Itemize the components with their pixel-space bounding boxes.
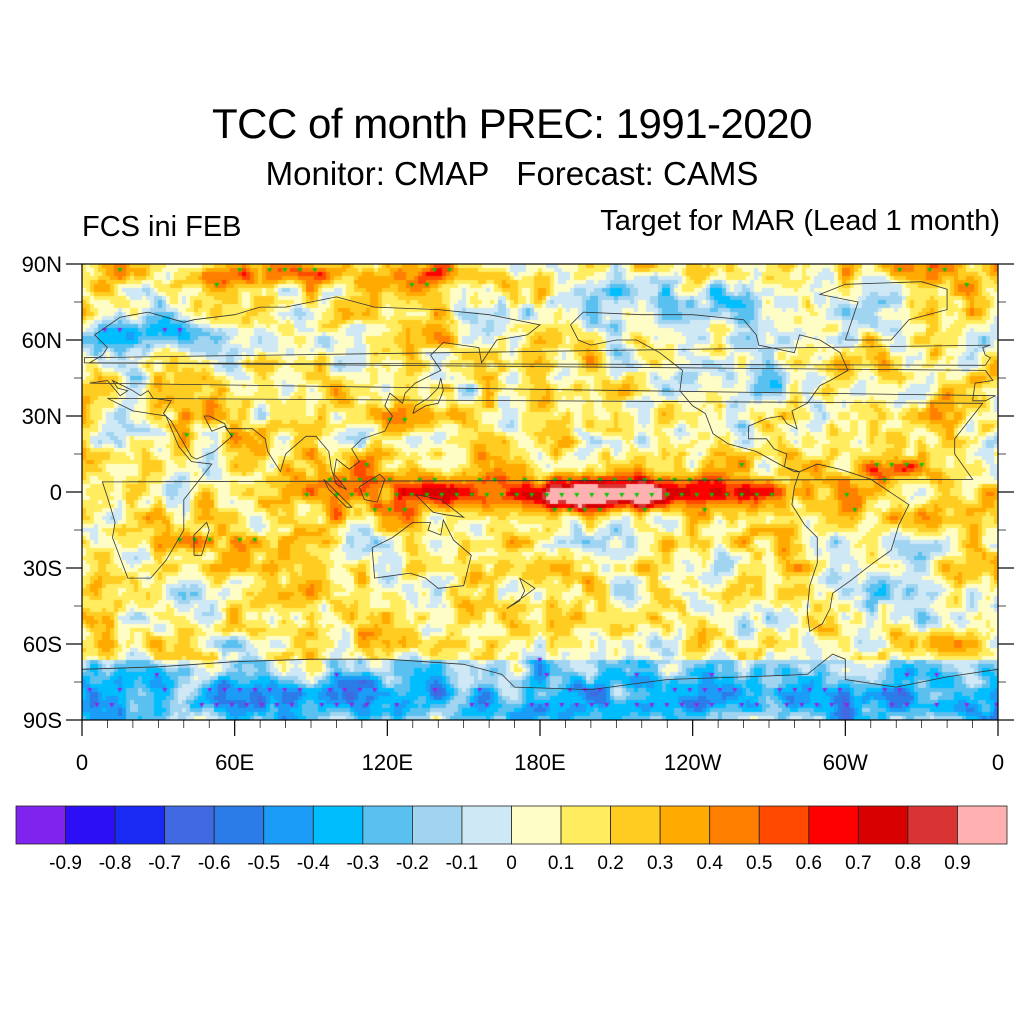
colorbar-box	[560, 805, 611, 845]
colorbar-box	[15, 805, 66, 845]
coastline-uk	[84, 344, 991, 366]
axis-ticks	[66, 263, 1014, 736]
coastline-borneo	[358, 473, 386, 503]
colorbar-box	[709, 805, 760, 845]
colorbar-label: -0.2	[396, 853, 429, 874]
y-tick-label: 90N	[22, 252, 62, 277]
y-tick-label: 60N	[22, 328, 62, 353]
colorbar-box	[362, 805, 413, 845]
colorbar-box	[164, 805, 215, 845]
chart-subtitle: Monitor: CMAP Forecast: CAMS	[265, 155, 759, 192]
y-tick-label: 60S	[23, 632, 62, 657]
x-tick-label: 120W	[664, 750, 722, 775]
x-tick-label: 0	[76, 750, 88, 775]
colorbar-label: 0.3	[647, 853, 673, 874]
colorbar-box	[263, 805, 314, 845]
coastline-japan	[412, 377, 444, 414]
colorbar-box	[65, 805, 116, 845]
colorbar-box	[511, 805, 562, 845]
coastline-nz	[506, 577, 536, 609]
colorbar-box	[758, 805, 810, 845]
left-string: FCS ini FEB	[82, 211, 242, 243]
colorbar-label: -0.7	[148, 853, 181, 874]
y-tick-label: 30N	[22, 404, 62, 429]
colorbar-box	[907, 805, 958, 845]
right-string: Target for MAR (Lead 1 month)	[600, 205, 1000, 237]
colorbar	[15, 805, 1008, 845]
colorbar-box	[808, 805, 859, 845]
colorbar-label: -0.6	[198, 853, 231, 874]
coastline-greenland	[818, 281, 948, 341]
x-tick-label: 120E	[362, 750, 413, 775]
coastline-antarctica	[81, 653, 999, 691]
coastline-australia	[371, 518, 472, 589]
colorbar-label: 0.2	[597, 853, 623, 874]
colorbar-box	[312, 805, 364, 845]
colorbar-label: -0.1	[446, 853, 479, 874]
colorbar-label: 0.1	[548, 853, 574, 874]
colorbar-labels: -0.9 -0.8 -0.7 -0.6 -0.5 -0.4 -0.3 -0.2 -0.1 0 0.1…	[49, 853, 970, 874]
colorbar-label: -0.8	[99, 853, 132, 874]
coastlines	[81, 281, 999, 691]
x-axis-labels: 0 60E 120E 180E 120W 60W 0	[76, 750, 1004, 775]
plot-border	[81, 263, 999, 721]
colorbar-box	[610, 805, 661, 845]
colorbar-box	[411, 805, 463, 845]
colorbar-label: 0.4	[696, 853, 723, 874]
coastline-namerica	[570, 311, 849, 473]
coastline-sumatra	[323, 479, 353, 508]
coastline-samerica	[791, 463, 910, 632]
colorbar-box	[857, 805, 909, 845]
colorbar-box	[461, 805, 512, 845]
colorbar-label: 0.6	[796, 853, 822, 874]
y-axis-labels: 90N 60N 30N 0 30S 60S 90S	[22, 252, 62, 733]
x-tick-label: 180E	[514, 750, 565, 775]
coastline-eurasia	[88, 296, 996, 490]
colorbar-label: -0.5	[247, 853, 280, 874]
coastline-africa	[101, 397, 984, 579]
colorbar-label: 0.5	[746, 853, 772, 874]
colorbar-label: -0.9	[49, 853, 82, 874]
colorbar-box	[114, 805, 166, 845]
colorbar-label: 0.9	[944, 853, 970, 874]
colorbar-box	[213, 805, 265, 845]
x-tick-label: 60W	[823, 750, 868, 775]
colorbar-label: 0.8	[895, 853, 921, 874]
x-tick-label: 0	[992, 750, 1004, 775]
colorbar-label: -0.4	[297, 853, 330, 874]
colorbar-label: 0	[506, 853, 517, 874]
y-tick-label: 90S	[23, 708, 62, 733]
colorbar-label: 0.7	[845, 853, 871, 874]
coastline-newguinea	[415, 494, 466, 518]
x-tick-label: 60E	[215, 750, 254, 775]
colorbar-box	[957, 805, 1008, 845]
coastline-madagascar	[193, 521, 210, 556]
y-tick-label: 0	[50, 480, 62, 505]
y-tick-label: 30S	[23, 556, 62, 581]
chart-title: TCC of month PREC: 1991-2020	[212, 100, 812, 147]
colorbar-label: -0.3	[346, 853, 379, 874]
colorbar-box	[659, 805, 711, 845]
